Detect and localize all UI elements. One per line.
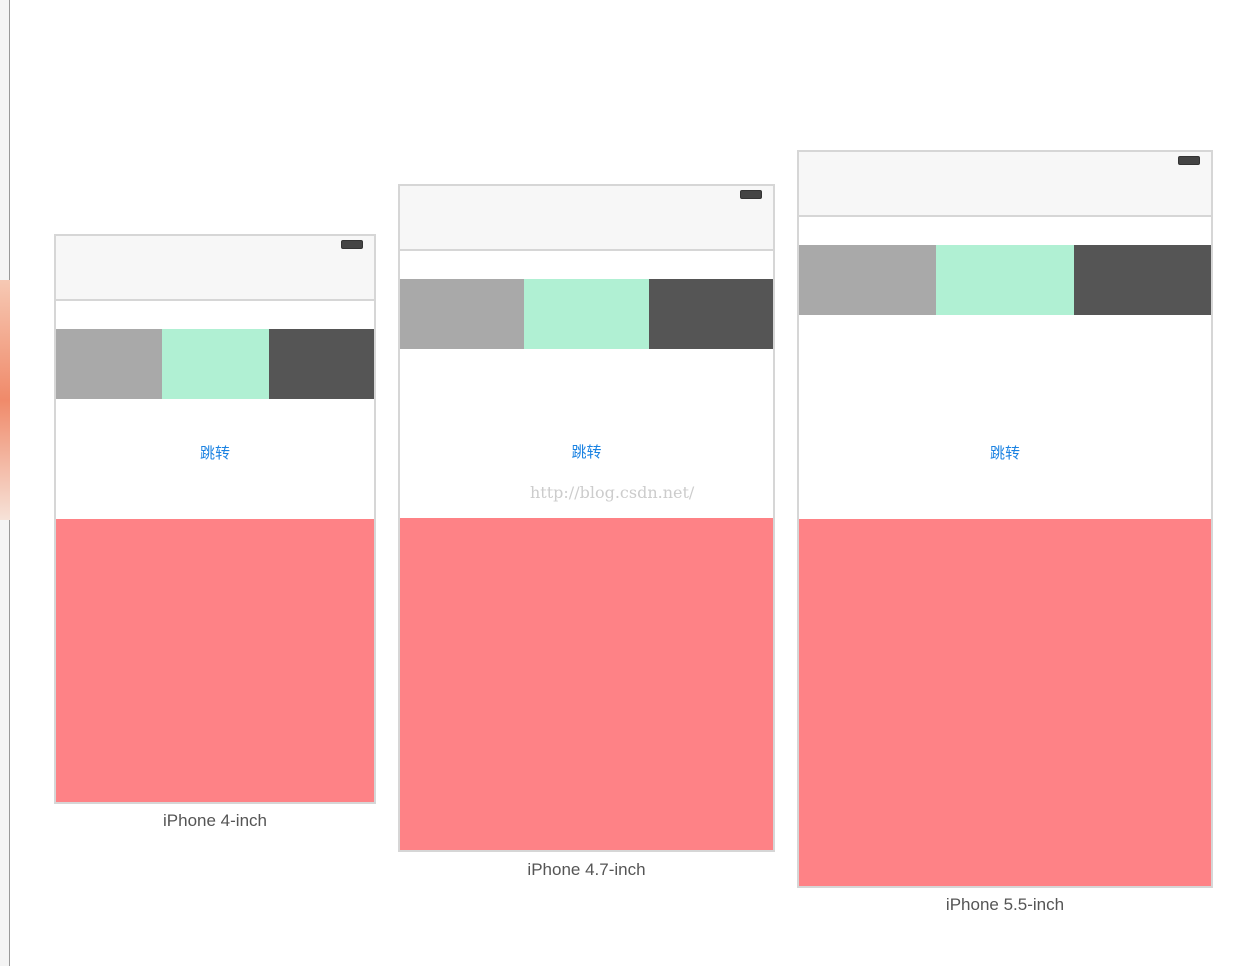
red-view [799, 519, 1211, 886]
device-caption: iPhone 4.7-inch [527, 860, 646, 879]
red-view [400, 518, 773, 850]
side-image [0, 280, 10, 520]
jump-button[interactable]: 跳转 [199, 445, 230, 462]
color-block [56, 329, 162, 399]
color-block [400, 279, 524, 349]
nav-bar [56, 236, 374, 301]
red-view [56, 519, 374, 802]
nav-bar [799, 152, 1211, 217]
color-block [269, 329, 374, 399]
battery-icon [341, 240, 363, 249]
watermark: http://blog.csdn.net/ [530, 483, 695, 502]
battery-icon [740, 190, 762, 199]
color-block [1074, 245, 1211, 315]
jump-button[interactable]: 跳转 [989, 445, 1020, 462]
color-block [799, 245, 936, 315]
color-block [649, 279, 773, 349]
device-caption: iPhone 4-inch [163, 811, 267, 830]
color-block [936, 245, 1074, 315]
battery-icon [1178, 156, 1200, 165]
color-block [524, 279, 649, 349]
jump-button[interactable]: 跳转 [571, 444, 602, 461]
device-caption: iPhone 5.5-inch [945, 895, 1065, 914]
color-block [162, 329, 269, 399]
nav-bar [400, 186, 773, 251]
